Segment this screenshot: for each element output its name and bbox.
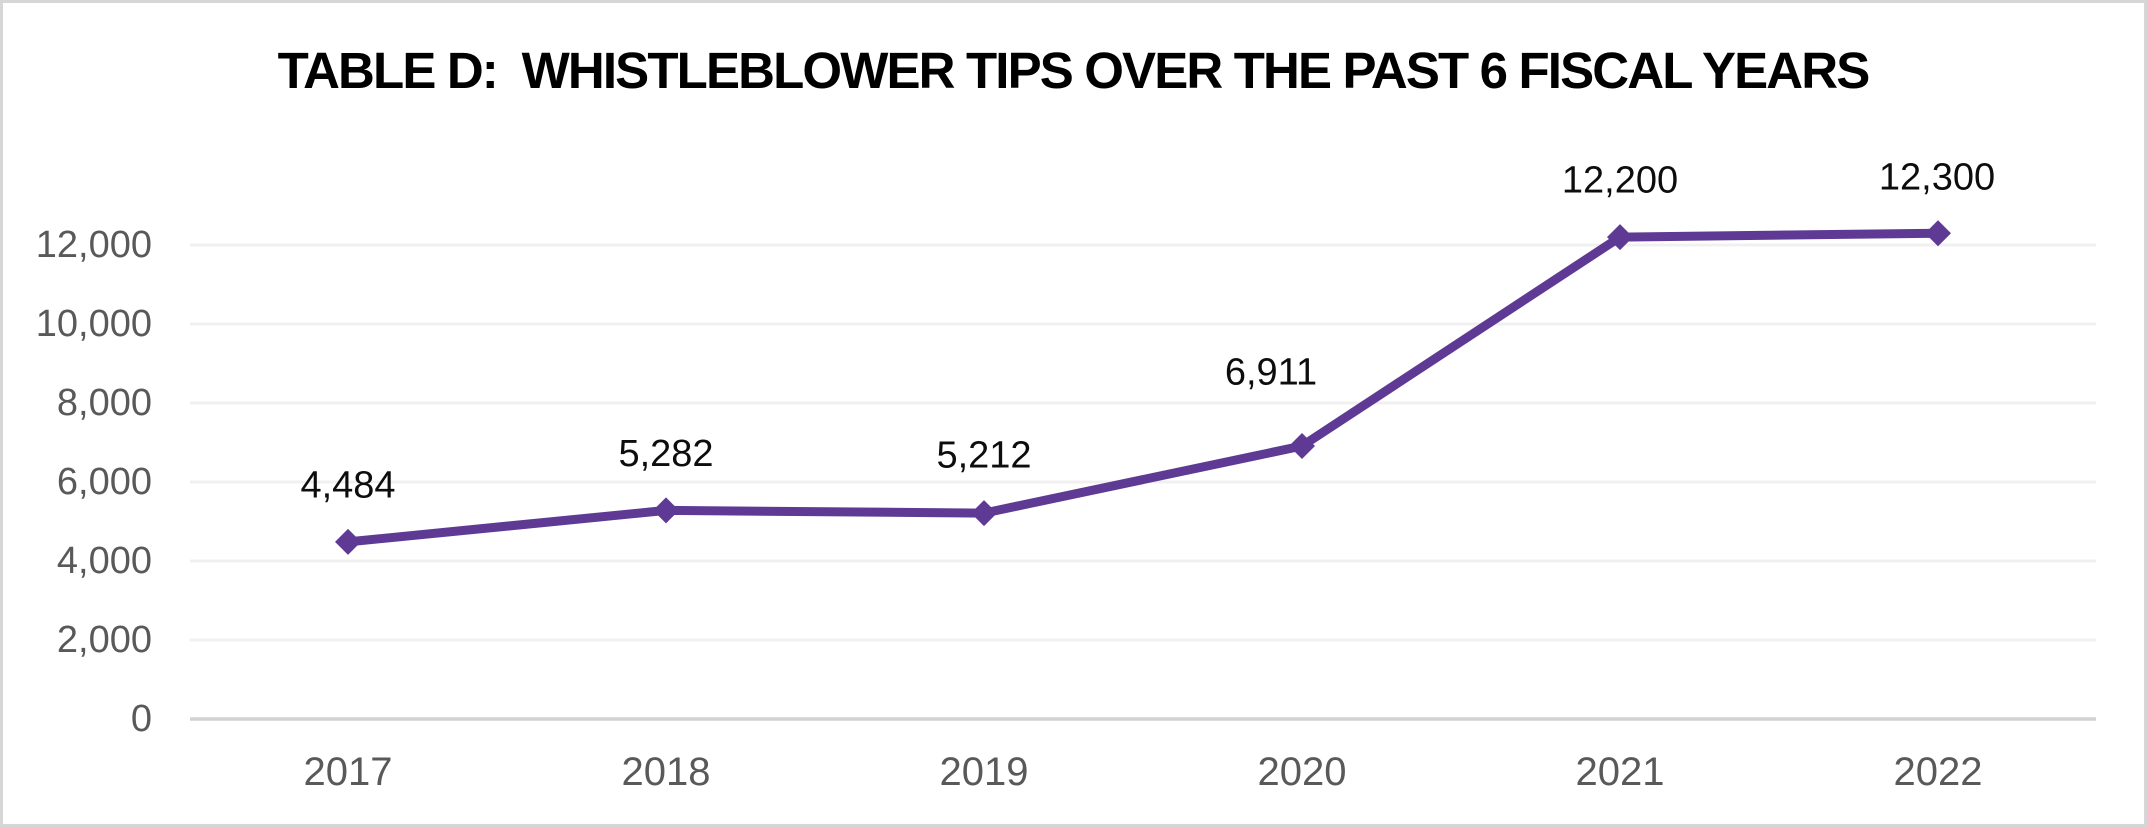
svg-text:2019: 2019 [940,750,1029,794]
svg-text:2021: 2021 [1576,750,1665,794]
svg-text:5,212: 5,212 [936,434,1031,476]
svg-text:2018: 2018 [622,750,711,794]
svg-text:4,000: 4,000 [57,540,152,582]
svg-text:TABLE D: WHISTLEBLOWER TIPS O: TABLE D: WHISTLEBLOWER TIPS OVER THE PAS… [278,42,1870,99]
svg-text:12,200: 12,200 [1562,160,1678,202]
svg-text:10,000: 10,000 [36,303,152,345]
svg-text:2020: 2020 [1258,750,1347,794]
svg-text:6,911: 6,911 [1225,352,1317,394]
svg-text:6,000: 6,000 [57,461,152,503]
svg-text:8,000: 8,000 [57,382,152,424]
svg-text:4,484: 4,484 [300,464,395,506]
svg-text:2017: 2017 [304,750,393,794]
svg-text:2022: 2022 [1894,750,1983,794]
svg-text:2,000: 2,000 [57,619,152,661]
svg-text:12,300: 12,300 [1879,156,1995,198]
svg-text:12,000: 12,000 [36,224,152,266]
svg-text:0: 0 [131,698,152,740]
svg-text:5,282: 5,282 [618,433,713,475]
